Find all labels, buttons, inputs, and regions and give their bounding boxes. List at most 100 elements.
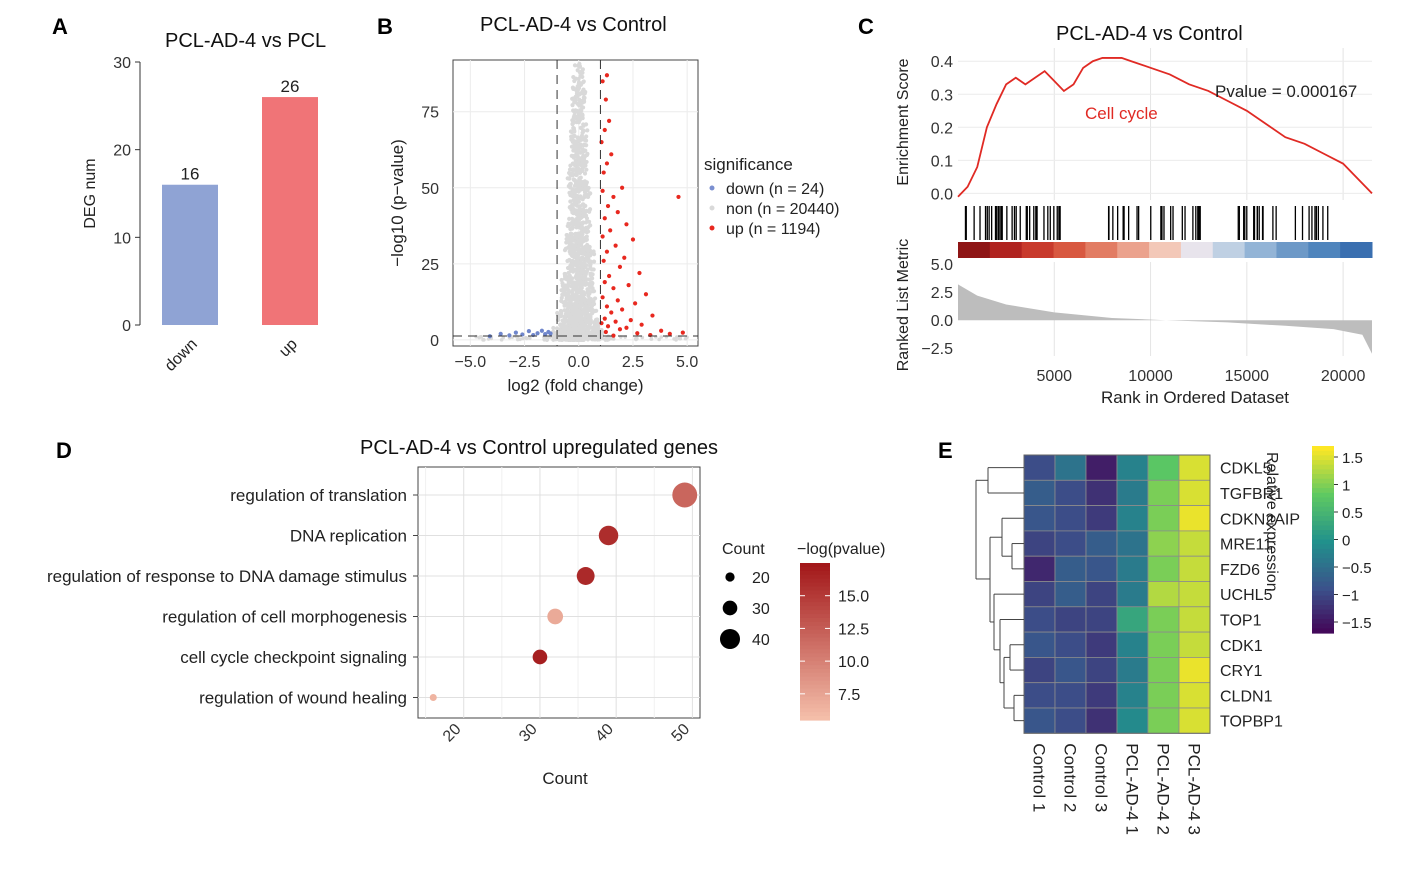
e-heatmap-cell	[1054, 530, 1087, 557]
b-point-up	[639, 322, 644, 327]
b-point-non	[578, 125, 583, 130]
b-point-non	[562, 329, 567, 334]
b-point-non	[563, 246, 568, 251]
e-heatmap-cell	[1085, 555, 1118, 582]
d-colorbar-step	[800, 625, 830, 631]
b-point-non	[575, 253, 581, 258]
b-point-non	[575, 196, 580, 201]
e-heatmap-cell	[1085, 479, 1118, 506]
e-colorbar-step	[1312, 553, 1334, 559]
b-point-non	[582, 182, 588, 187]
e-heatmap-cell	[1085, 707, 1118, 734]
e-heatmap-cell	[1116, 606, 1149, 633]
b-y-tick-label: 50	[421, 181, 439, 198]
b-point-non	[579, 268, 584, 273]
e-row-label: FZD6	[1220, 562, 1260, 579]
d-colorbar-step	[800, 680, 830, 686]
e-colorbar-tick-label: −1.5	[1342, 615, 1372, 632]
b-point-non	[581, 128, 586, 134]
b-point-non	[524, 335, 528, 340]
b-point-non	[569, 193, 575, 198]
b-x-tick-label: 0.0	[568, 354, 590, 371]
b-point-non	[586, 337, 590, 342]
d-colorbar-step	[800, 657, 830, 662]
b-point-up	[622, 255, 627, 260]
e-heatmap-cell	[1178, 581, 1211, 608]
b-point-non	[568, 199, 573, 204]
b-point-non	[589, 251, 595, 256]
b-point-up	[609, 310, 614, 315]
e-colorbar-step	[1312, 502, 1334, 508]
e-row-label: CRY1	[1220, 663, 1262, 680]
d-colorbar-step	[800, 590, 830, 595]
d-size-legend-dot	[719, 628, 741, 650]
b-point-non	[588, 271, 593, 277]
e-heatmap-cell	[1178, 656, 1211, 684]
d-colorbar-step	[800, 645, 830, 650]
b-point-non	[568, 239, 573, 245]
a-bar-value-label: 26	[281, 77, 300, 96]
d-colorbar-tick-label: 15.0	[838, 589, 869, 606]
e-heatmap-cell	[1054, 631, 1087, 658]
d-size-legend-title: Count	[722, 541, 765, 558]
b-point-up	[604, 304, 610, 309]
a-x-tick-label: up	[276, 336, 301, 361]
b-point-non	[573, 98, 578, 103]
b-point-non	[584, 134, 589, 139]
b-point-up	[601, 170, 606, 175]
b-point-non	[588, 285, 593, 290]
b-legend-label: down (n = 24)	[726, 181, 824, 198]
b-y-tick-label: 0	[430, 333, 439, 350]
b-point-down	[539, 328, 544, 333]
d-colorbar-step	[800, 574, 830, 580]
b-point-non	[588, 296, 594, 302]
e-heatmap-cell	[1178, 682, 1211, 709]
d-colorbar-tick-label: 12.5	[838, 621, 869, 638]
panel-letter-e: E	[938, 438, 953, 463]
e-heatmap-cell	[1023, 631, 1056, 658]
e-colorbar-step	[1312, 604, 1334, 611]
d-colorbar-step	[800, 708, 830, 713]
b-point-non	[578, 194, 583, 199]
b-point-non	[587, 209, 592, 214]
b-point-non	[574, 236, 579, 241]
b-point-down	[513, 330, 518, 335]
b-point-non	[501, 335, 506, 340]
e-colorbar-title: Relative expression	[1263, 452, 1280, 592]
b-point-up	[602, 280, 607, 285]
b-point-non	[551, 335, 556, 340]
b-point-up	[611, 333, 616, 338]
b-point-non	[559, 313, 564, 319]
b-point-non	[587, 317, 592, 322]
d-colorbar-step	[800, 672, 830, 678]
b-point-non	[581, 256, 586, 262]
b-point-non	[582, 137, 587, 143]
b-point-non	[574, 272, 579, 277]
e-colorbar-step	[1312, 623, 1334, 629]
b-point-non	[586, 229, 591, 234]
b-point-non	[581, 296, 587, 301]
d-size-legend-label: 30	[752, 601, 770, 618]
c-enrichment-line	[957, 57, 1373, 198]
e-colorbar-step	[1312, 450, 1334, 456]
e-colorbar-step	[1312, 562, 1334, 569]
b-point-non	[559, 310, 564, 316]
e-colorbar-step	[1312, 534, 1334, 541]
b-point-non	[589, 267, 594, 272]
d-colorbar-step	[800, 684, 830, 690]
b-point-up	[603, 329, 608, 335]
e-row-label: CLDN1	[1220, 688, 1273, 705]
b-point-non	[580, 165, 586, 170]
e-column-label: PCL-AD-4 3	[1185, 743, 1204, 835]
d-color-legend-title: −log(pvalue)	[797, 541, 886, 558]
c-rlm-tick-label: 5.0	[931, 257, 953, 274]
e-colorbar-step	[1312, 614, 1334, 620]
b-point-non	[581, 335, 586, 341]
d-colorbar-step	[800, 696, 830, 701]
b-point-up	[624, 222, 629, 227]
e-colorbar-step	[1312, 530, 1334, 536]
chart-b-volcano: −5.0 −2.5 0.0 2.5 5.0 0 25 50 75 log2 (fold chang…	[388, 59, 839, 395]
d-plot-frame	[417, 466, 701, 719]
b-point-non	[570, 290, 575, 295]
e-heatmap-cell	[1116, 682, 1149, 709]
